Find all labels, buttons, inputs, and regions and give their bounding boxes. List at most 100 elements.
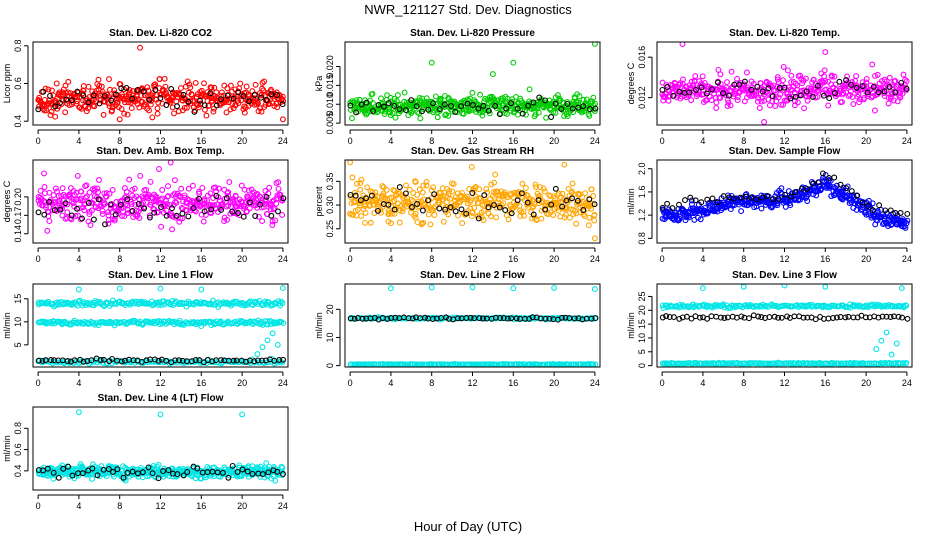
data-point: [237, 80, 244, 87]
data-point: [700, 91, 707, 98]
data-point: [777, 91, 784, 98]
data-point: [279, 211, 286, 218]
data-point: [201, 80, 207, 87]
data-point: [41, 170, 47, 177]
data-point: [510, 285, 517, 292]
data-point: [436, 205, 443, 212]
data-point: [198, 286, 205, 293]
data-point: [510, 59, 517, 66]
data-point: [491, 194, 498, 201]
data-point: [39, 357, 46, 364]
data-point: [519, 315, 526, 322]
data-point: [436, 106, 443, 113]
data-point: [504, 110, 510, 117]
data-point: [664, 84, 671, 90]
data-point: [116, 116, 123, 123]
plot-frame: [656, 41, 913, 126]
data-point: [875, 89, 882, 96]
x-tick-label: 24: [278, 136, 288, 146]
data-point: [832, 90, 838, 96]
data-point: [469, 209, 476, 216]
data-point: [705, 360, 712, 367]
data-point: [158, 223, 165, 230]
series-1: [35, 160, 286, 234]
data-point: [434, 114, 441, 121]
data-point: [177, 91, 184, 98]
data-point: [832, 81, 839, 88]
data-point: [508, 210, 515, 217]
data-point: [479, 112, 486, 119]
data-point: [890, 97, 897, 104]
data-point: [110, 469, 116, 475]
data-point: [174, 103, 180, 110]
y-tick-label: 10: [325, 332, 335, 342]
data-point: [279, 101, 286, 108]
data-point: [409, 108, 416, 115]
data-point: [812, 316, 819, 323]
data-point: [676, 315, 683, 322]
data-point: [381, 103, 387, 110]
plot-frame: [32, 283, 289, 368]
data-point: [409, 315, 416, 322]
data-point: [864, 360, 871, 367]
data-point: [455, 212, 461, 219]
data-point: [468, 164, 475, 170]
data-point: [826, 183, 833, 190]
data-point: [676, 88, 683, 95]
data-point: [431, 212, 438, 218]
data-point: [782, 191, 789, 198]
data-point: [665, 206, 672, 213]
data-point: [263, 193, 270, 200]
x-tick-label: 20: [237, 136, 247, 146]
data-point: [713, 313, 720, 320]
data-points: [659, 42, 910, 125]
data-point: [864, 203, 871, 210]
data-point: [67, 215, 74, 222]
data-point: [535, 109, 542, 116]
x-tick-label: 4: [76, 254, 81, 264]
series-2: [347, 94, 599, 120]
data-point: [727, 102, 734, 109]
data-point: [419, 207, 426, 214]
data-point: [224, 92, 231, 99]
data-point: [78, 188, 85, 195]
data-point: [699, 73, 706, 80]
data-point: [280, 356, 287, 363]
data-point: [893, 340, 900, 347]
data-point: [240, 93, 247, 100]
data-point: [903, 360, 910, 366]
data-point: [369, 100, 376, 107]
data-point: [586, 106, 593, 113]
data-point: [266, 184, 273, 191]
chart-panel-3: Stan. Dev. Li-820 Temp.0 4 8 12 16 20 240.0120…: [626, 28, 913, 146]
data-point: [753, 203, 760, 210]
data-point: [772, 94, 779, 101]
data-point: [788, 72, 795, 79]
data-point: [384, 315, 391, 322]
data-point: [764, 90, 771, 97]
data-point: [51, 357, 58, 364]
data-point: [548, 201, 555, 208]
data-point: [271, 360, 278, 367]
data-point: [495, 196, 502, 203]
data-point: [428, 59, 435, 66]
data-point: [349, 115, 355, 122]
data-point: [898, 285, 905, 292]
data-point: [493, 214, 500, 221]
series-2: [659, 77, 910, 102]
data-point: [88, 357, 95, 364]
data-point: [191, 108, 198, 115]
series-2: [347, 184, 598, 222]
data-point: [108, 97, 115, 104]
data-point: [41, 96, 48, 103]
data-point: [492, 103, 499, 109]
data-point: [152, 87, 159, 93]
data-point: [784, 67, 791, 74]
data-point: [363, 195, 370, 202]
data-point: [103, 190, 110, 197]
x-tick-label: 0: [348, 254, 353, 264]
data-point: [853, 192, 860, 199]
x-tick-label: 4: [700, 136, 705, 146]
